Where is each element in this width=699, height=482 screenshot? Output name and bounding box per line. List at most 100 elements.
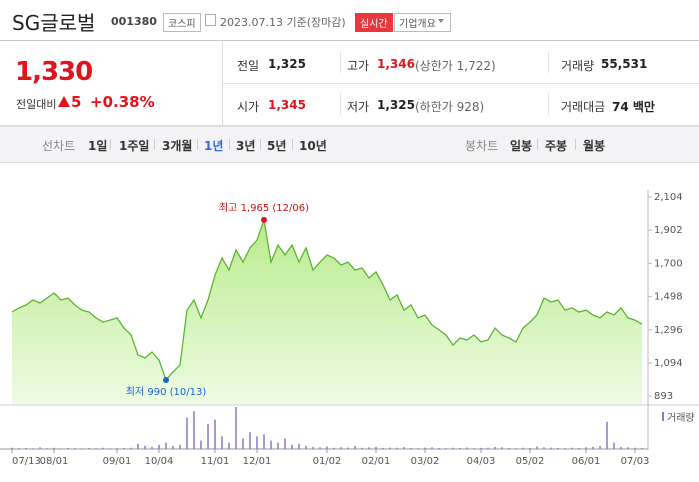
volume-bar [235,407,237,449]
volume-bar [452,447,454,449]
volume-bar [515,448,517,449]
company-info-label: 기업개요 [399,19,436,30]
volume-bar [67,447,69,449]
stat-value: 74 백만 [612,100,655,114]
volume-bar [116,448,118,449]
x-tick-label: 07/03 [621,456,650,467]
period-tab[interactable]: 1일 [88,139,108,153]
price-line [11,219,643,382]
volume-bar [536,446,538,449]
volume-bar [144,445,146,449]
divider [223,83,699,84]
print-icon[interactable] [205,14,216,26]
y-tick-label: 2,104 [654,192,683,203]
x-tick-label: 05/02 [516,456,545,467]
volume-bar [543,447,545,449]
separator [260,139,261,150]
divider [222,41,223,125]
x-tick-label: 12/01 [243,456,272,467]
stat-label: 전일 [237,59,260,73]
chart-tabs: 선차트 1일 1주일 3개월 1년 3년 5년 10년 봉차트 일봉 주봉 월봉 [0,126,699,163]
x-tick-label: 08/01 [40,456,69,467]
period-tab[interactable]: 1주일 [119,139,150,153]
volume-bar [221,436,223,449]
divider [340,51,341,73]
volume-bar [550,447,552,449]
stat-value: 1,346 [377,57,415,71]
volume-bar [487,447,489,449]
volume-bar [158,444,160,449]
volume-bar [368,447,370,449]
period-tab[interactable]: 3개월 [162,139,193,153]
volume-bar [18,448,20,449]
volume-bar [326,446,328,449]
realtime-button[interactable]: 실시간 [355,13,393,32]
volume-bar [606,421,608,449]
min-label: 최저 990 (10/13) [126,386,207,398]
current-price: 1,330 [15,57,93,87]
x-tick-label: 10/04 [145,456,174,467]
separator [110,139,111,150]
stock-name: SG글로벌 [12,11,96,35]
candle-chart-label: 봉차트 [465,139,499,153]
volume-bar [620,446,622,449]
stat-label: 시가 [237,100,260,114]
volume-bar [599,445,601,449]
up-arrow [58,96,70,107]
volume-bar [207,423,209,449]
volume-bar [585,447,587,449]
x-tick-label: 03/02 [411,456,440,467]
separator [154,139,155,150]
volume-bar [480,447,482,449]
volume-bar [424,447,426,449]
period-tab-selected[interactable]: 1년 [204,139,224,153]
volume-bar [172,445,174,449]
volume-bar [438,447,440,449]
legend-label: 거래량 [667,412,695,424]
period-tab[interactable]: 5년 [267,139,287,153]
volume-bar [39,447,41,449]
stat-value: 1,345 [268,98,306,112]
period-tab[interactable]: 10년 [299,139,327,153]
volume-bar [529,447,531,449]
volume-bar [284,438,286,449]
volume-bar [431,447,433,449]
volume-bar [151,446,153,449]
stat-value: 55,531 [601,57,648,71]
x-tick-label: 07/13 [12,456,41,467]
x-tick-label: 01/02 [313,456,342,467]
volume-bar [137,443,139,449]
divider [548,51,549,73]
volume-bar [410,447,412,449]
volume-bar [417,448,419,449]
max-label: 최고 1,965 (12/06) [219,202,309,214]
volume-bar [340,447,342,449]
volume-bar [613,442,615,449]
volume-bar [354,445,356,449]
volume-bar [557,447,559,449]
volume-bar [46,448,48,449]
volume-bar [214,419,216,449]
change-pct: +0.38% [90,93,155,111]
volume-bar [249,432,251,449]
volume-bar [389,447,391,449]
volume-bar [60,448,62,449]
stat-label: 저가 [347,100,370,114]
date: 2023.07.13 기준(장마감) [220,16,346,29]
candle-tab[interactable]: 일봉 [510,139,533,153]
volume-bar [634,447,636,449]
volume-bar [494,446,496,449]
separator [292,139,293,150]
stock-code: 001380 [111,15,157,28]
quote-panel: 1,330 전일대비 5 +0.38% 전일 1,325 고가 1,346 (상… [0,41,699,126]
y-tick-label: 1,498 [654,292,683,303]
candle-tab[interactable]: 주봉 [545,139,568,153]
x-tick-label: 09/01 [103,456,132,467]
separator [575,139,576,150]
stat-extra: (상한가 1,722) [415,59,496,73]
volume-bar [179,444,181,449]
period-tab[interactable]: 3년 [236,139,256,153]
company-info-button[interactable]: 기업개요 [394,13,451,32]
volume-bar [466,447,468,449]
candle-tab[interactable]: 월봉 [583,139,606,153]
